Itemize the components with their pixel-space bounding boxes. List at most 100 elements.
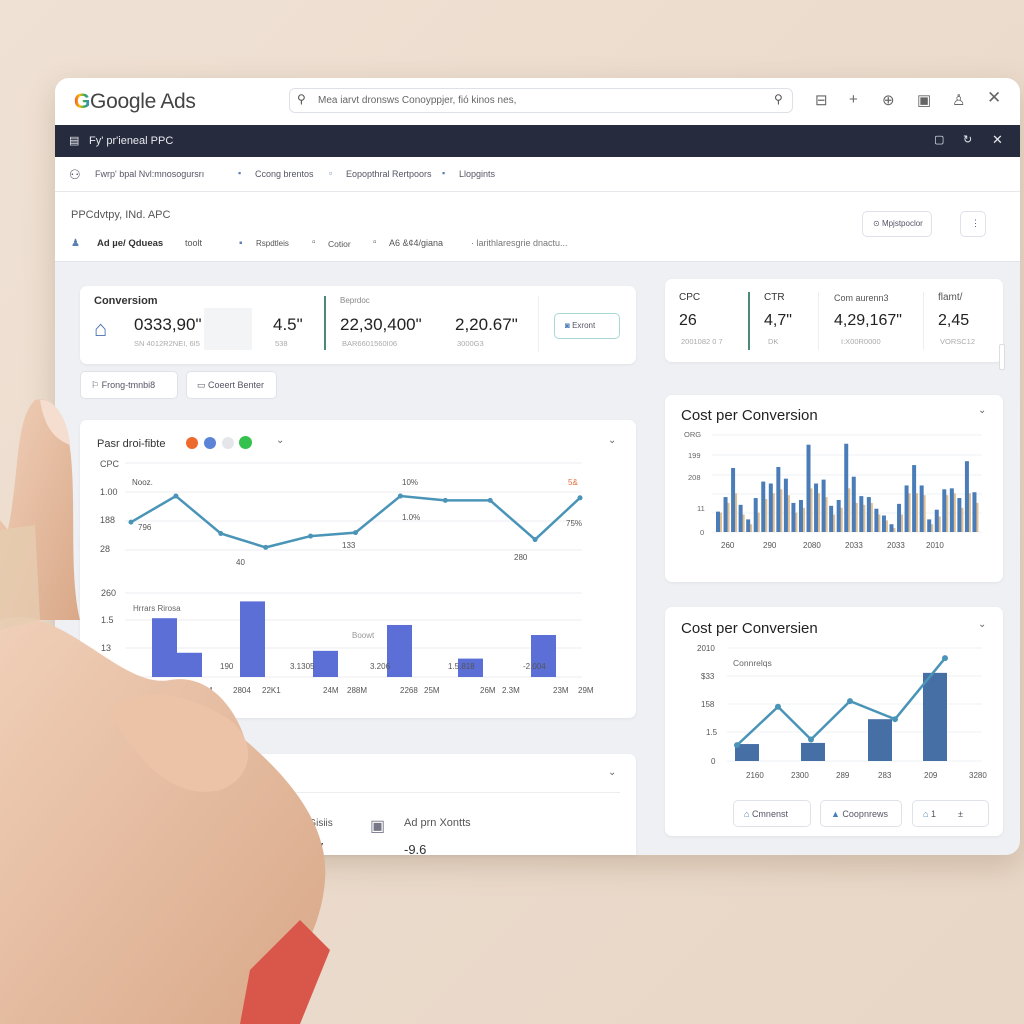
sub-nav: ⚇ Fwrp' bpal Nvl:mnosogursrı ▪ Ccong bre… (55, 157, 1020, 192)
plus-icon[interactable]: + (849, 91, 858, 108)
doc-icon: ▭ (197, 380, 209, 390)
title-bar: ▤ Fy' pr'ieneal PPC ▢ ↻ ✕ (55, 125, 1020, 157)
more-button[interactable]: ⋮ (960, 211, 986, 237)
tab-tool[interactable]: toolt (185, 238, 203, 248)
legend-dot-green[interactable] (239, 436, 252, 449)
kpi-label: flamt/ (938, 292, 963, 303)
kpi-value: 0333,90" (134, 315, 202, 334)
kpi-value: 4,29,167" (834, 312, 902, 329)
home-icon: ⌂ (744, 809, 752, 819)
kpi-label: Com aurenn3 (834, 293, 889, 303)
placeholder-box (204, 308, 252, 350)
filter-button[interactable]: ⌂ 1 ± (912, 800, 989, 827)
legend-dot-orange[interactable] (186, 437, 198, 449)
google-ads-logo[interactable]: GGoogle Ads (74, 90, 196, 113)
person-icon: ♟ (71, 238, 80, 249)
kpi-value: 4,7" (764, 312, 792, 329)
scrollbar[interactable] (999, 344, 1005, 370)
search-icon: ⚲ (297, 92, 306, 106)
image-icon: ▣ (370, 818, 386, 835)
kpi-sub: 3000G3 (457, 339, 484, 348)
filter-label: Frong-tmnbi8 (101, 380, 156, 390)
box-icon: ▫ (312, 237, 316, 248)
home-icon: ⌂ (923, 809, 931, 819)
close-icon[interactable]: ✕ (987, 88, 1002, 107)
bottom-value: 'V (312, 840, 324, 855)
kpi-value: 2,45 (938, 312, 970, 329)
tab-ads[interactable]: Ad µe/ Qdueas (97, 238, 164, 249)
account-icon[interactable]: ♙ (952, 92, 966, 109)
legend-dot-gray[interactable] (222, 437, 234, 449)
home-icon: ⌂ (94, 316, 108, 341)
kpi-sub: BAR6601560I06 (342, 339, 398, 348)
report-icon: ▪ (239, 238, 243, 249)
action-button[interactable]: ⊙ Mpjstpoclor (862, 211, 932, 237)
chevron-down-icon[interactable]: ⌄ (608, 435, 617, 446)
doc-icon: ▫ (329, 168, 333, 178)
chart-title: Cost per Conversion (681, 407, 818, 424)
kpi-label: CTR (764, 292, 785, 303)
filter-button[interactable]: ⚐ Frong-tmnbi8 (80, 371, 178, 399)
divider (818, 292, 819, 350)
group-icon: ⚇ (69, 167, 81, 182)
bottom-label: Ad prn Xontts (404, 817, 471, 829)
chevron-down-icon[interactable]: ⌄ (978, 619, 987, 630)
triangle-icon: ▲ (831, 809, 843, 819)
divider (324, 296, 326, 350)
divider (923, 292, 924, 350)
kpi-title: Conversiom (94, 295, 158, 307)
button-label: Cmnenst (751, 809, 788, 819)
chevron-down-icon[interactable]: ⌄ (608, 767, 617, 778)
subnav-item[interactable]: Llopgints (459, 169, 496, 179)
filter-button[interactable]: ▭ Coeert Benter (186, 371, 277, 399)
tab-more[interactable]: · larithlaresgrie dnactu... (471, 238, 568, 248)
doc-icon: ▪ (238, 168, 242, 178)
calendar-icon[interactable]: ▣ (917, 92, 932, 109)
doc-icon: ▪ (442, 168, 446, 178)
bag-icon[interactable]: ⊟ (815, 92, 828, 109)
button-label: Coopnrews (842, 809, 888, 819)
kpi-value: 26 (679, 312, 697, 329)
currency-icon[interactable]: ⊕ (882, 92, 895, 109)
circle-arrow-icon: ⊙ (873, 219, 882, 228)
kpi-sub: 2001082 0 7 (681, 337, 723, 346)
lock-icon: ▤ (69, 135, 80, 147)
subnav-item[interactable]: Eopopthral Rertpoors (346, 169, 432, 179)
chart-title: Pasr droi-fibte (97, 438, 166, 450)
tab-reports[interactable]: Rspdtleis (256, 239, 289, 248)
title-text: Fy' pr'ieneal PPC (89, 135, 174, 147)
chart-title: Cost per Conversien (681, 620, 818, 637)
tab-ad-campaign[interactable]: A6 &¢4/giana (389, 238, 444, 248)
chevron-down-icon[interactable]: ⌄ (276, 435, 285, 446)
bottom-label: q Gisiis (300, 818, 333, 829)
cost-per-conversion-card: Cost per Conversion ⌄ (665, 395, 1003, 582)
compare-button[interactable]: ▲ Coopnrews (820, 800, 902, 827)
subnav-item[interactable]: Ccong brentos (255, 169, 314, 179)
divider (90, 792, 620, 793)
close-panel-icon[interactable]: ✕ (992, 132, 1003, 147)
legend-dot-blue[interactable] (204, 437, 216, 449)
filter-label: Coeert Benter (208, 380, 265, 390)
button-label: ± (957, 809, 963, 819)
action-label: Mpjstpoclor (881, 219, 923, 228)
kpi-label: Beprdoc (340, 296, 370, 305)
divider (748, 292, 750, 350)
page-section: PPCdvtpy, INd. APC ♟ Ad µe/ Qdueas toolt… (55, 192, 1020, 262)
button-label: 1 (930, 809, 936, 819)
kpi-sub: VORSC12 (940, 337, 976, 346)
performance-card: Pasr droi-fibte ⌄ ⌄ (80, 420, 636, 718)
subnav-item[interactable]: Fwrp' bpal Nvl:mnosogursrı (95, 169, 205, 179)
window-icon[interactable]: ▢ (934, 134, 945, 146)
bottom-value: -9.6 (404, 842, 427, 857)
export-button[interactable]: ◙ Exront (554, 313, 620, 339)
comment-button[interactable]: ⌂ Cmnenst (733, 800, 811, 827)
chevron-down-icon[interactable]: ⌄ (978, 405, 987, 416)
refresh-icon[interactable]: ↻ (963, 134, 973, 146)
search-input[interactable]: Mea iarvt dronsws Conoyppjer, fió kinos … (289, 88, 793, 113)
tab-color[interactable]: Cotior (328, 239, 351, 249)
kpi-value: 22,30,400" (340, 315, 422, 334)
kpi-sub: DK (768, 337, 779, 346)
search-submit-icon[interactable]: ⚲ (774, 92, 783, 106)
export-label: Exront (572, 321, 596, 330)
kpi-sub: I:X00R0000 (841, 337, 881, 346)
